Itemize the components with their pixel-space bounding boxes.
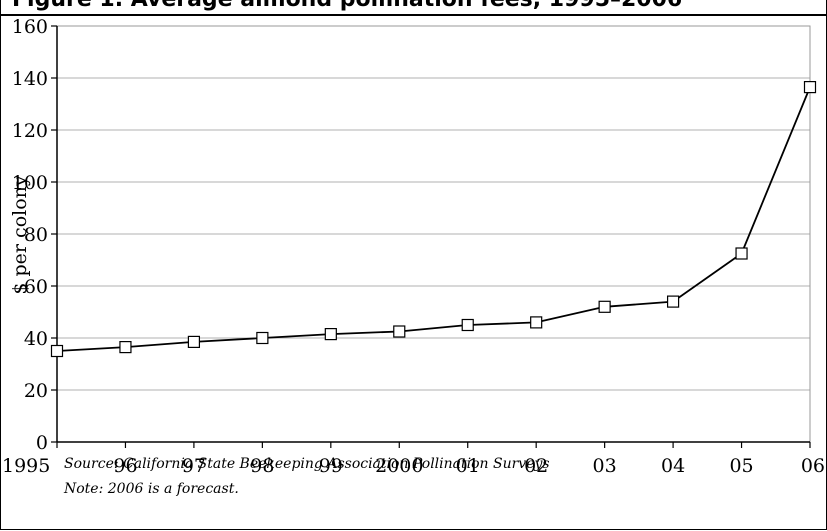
y-tick-label: 60 <box>24 276 48 298</box>
data-point-marker <box>530 316 543 329</box>
data-point-marker <box>666 295 680 308</box>
data-point-marker <box>119 341 132 354</box>
data-point-marker <box>461 318 474 332</box>
data-point-marker <box>735 247 748 260</box>
x-tick-label: 03 <box>593 455 617 477</box>
data-point-marker <box>803 80 817 94</box>
x-tick-label: 99 <box>319 455 343 477</box>
x-tick-labels: 1995 96 97 98 99 2000 01 02 03 04 05 06 <box>2 455 825 477</box>
x-tick-label: 02 <box>524 455 548 477</box>
series-line <box>56 86 811 352</box>
y-tick-label: 0 <box>36 432 48 454</box>
x-tick-label: 97 <box>182 455 206 477</box>
title-rule <box>0 14 827 16</box>
y-tick-label: 120 <box>12 120 48 142</box>
x-tick-label: 01 <box>456 455 480 477</box>
y-tick-label: 40 <box>24 328 48 350</box>
data-point-marker <box>598 300 611 313</box>
gridlines <box>57 25 810 391</box>
y-tick-labels: 0 20 40 60 80 100 120 140 160 <box>12 16 48 454</box>
y-tick-label: 20 <box>24 380 48 402</box>
data-point-marker <box>393 325 406 338</box>
x-tick-label: 04 <box>661 455 685 477</box>
data-point-marker <box>50 344 64 358</box>
x-tick-label: 06 <box>801 455 825 477</box>
y-axis-label: $ per colony <box>9 175 31 294</box>
x-tick-label: 05 <box>729 455 753 477</box>
x-tick-label: 96 <box>113 455 137 477</box>
source-note: Source: California State Beekeeping Asso… <box>64 456 550 472</box>
x-tick-label: 1995 <box>2 455 50 477</box>
y-tick-label: 140 <box>12 68 48 90</box>
y-tick-label: 100 <box>12 172 48 194</box>
figure-title: Figure 1. Average almond pollination fee… <box>12 0 682 13</box>
y-tick-label: 80 <box>24 224 48 246</box>
data-point-marker <box>256 331 269 345</box>
x-tick-label: 98 <box>250 455 274 477</box>
x-tick-label: 2000 <box>375 455 423 477</box>
data-point-marker <box>324 328 337 341</box>
axes <box>51 25 811 448</box>
y-tick-label: 160 <box>12 16 48 38</box>
forecast-note: Note: 2006 is a forecast. <box>64 481 239 497</box>
data-series <box>50 80 817 358</box>
data-point-marker <box>187 335 201 348</box>
